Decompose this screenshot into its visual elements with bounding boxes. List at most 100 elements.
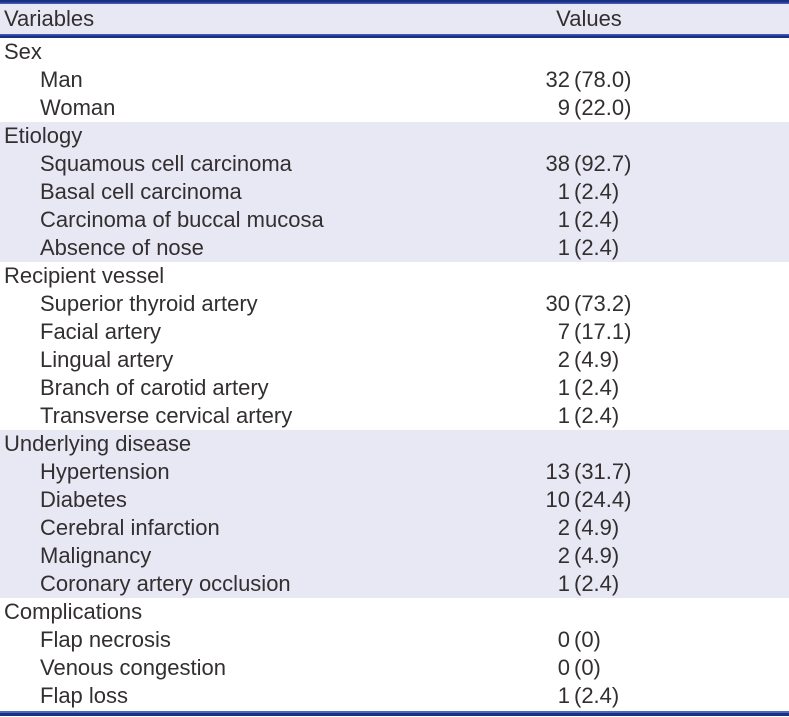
table-row: Woman 9 (22.0) bbox=[0, 94, 789, 122]
table-row: Carcinoma of buccal mucosa 1 (2.4) bbox=[0, 206, 789, 234]
variable-label: Diabetes bbox=[40, 487, 127, 512]
value-percent: (0) bbox=[574, 655, 601, 680]
value-count: 1 bbox=[557, 179, 570, 204]
value-count: 1 bbox=[557, 207, 570, 232]
table-header-row: Variables Values bbox=[0, 4, 789, 34]
value-cell: 10 (24.4) bbox=[389, 487, 789, 513]
table-section: Etiology Squamous cell carcinoma 38 (92.7) B… bbox=[0, 122, 789, 262]
value-percent: (2.4) bbox=[574, 235, 620, 260]
variable-label: Transverse cervical artery bbox=[40, 403, 293, 428]
value-cell: 30 (73.2) bbox=[389, 291, 789, 317]
value-percent: (22.0) bbox=[574, 95, 632, 120]
variable-label: Basal cell carcinoma bbox=[40, 179, 242, 204]
value-cell: 32 (78.0) bbox=[389, 67, 789, 93]
table-section: Underlying disease Hypertension 13 (31.7) Di… bbox=[0, 430, 789, 598]
variable-label: Absence of nose bbox=[40, 235, 204, 260]
table-row: Flap necrosis 0 (0) bbox=[0, 626, 789, 654]
table-row: Coronary artery occlusion 1 (2.4) bbox=[0, 570, 789, 598]
value-cell: 2 (4.9) bbox=[389, 347, 789, 373]
category-row: Underlying disease bbox=[0, 430, 789, 458]
value-percent: (4.9) bbox=[574, 347, 620, 372]
value-cell: 1 (2.4) bbox=[389, 179, 789, 205]
value-percent: (2.4) bbox=[574, 179, 620, 204]
value-count: 1 bbox=[557, 571, 570, 596]
table-row: Facial artery 7 (17.1) bbox=[0, 318, 789, 346]
value-count: 0 bbox=[557, 627, 570, 652]
value-count: 13 bbox=[545, 459, 570, 484]
value-percent: (24.4) bbox=[574, 487, 632, 512]
value-percent: (73.2) bbox=[574, 291, 632, 316]
variable-label: Flap necrosis bbox=[40, 627, 171, 652]
value-count: 7 bbox=[557, 319, 570, 344]
variable-label: Lingual artery bbox=[40, 347, 174, 372]
value-count: 32 bbox=[545, 67, 570, 92]
value-count: 1 bbox=[557, 403, 570, 428]
table-row: Diabetes 10 (24.4) bbox=[0, 486, 789, 514]
value-percent: (2.4) bbox=[574, 403, 620, 428]
table-body: Sex Man 32 (78.0) Woman 9 (22.0) Etiology Squamo… bbox=[0, 38, 789, 710]
value-cell: 1 (2.4) bbox=[389, 207, 789, 233]
table-row: Man 32 (78.0) bbox=[0, 66, 789, 94]
table-row: Basal cell carcinoma 1 (2.4) bbox=[0, 178, 789, 206]
value-count: 38 bbox=[545, 151, 570, 176]
variable-label: Carcinoma of buccal mucosa bbox=[40, 207, 324, 232]
value-cell: 2 (4.9) bbox=[389, 543, 789, 569]
category-label: Complications bbox=[4, 599, 143, 624]
variable-label: Flap loss bbox=[40, 683, 129, 708]
table-row: Malignancy 2 (4.9) bbox=[0, 542, 789, 570]
table-row: Branch of carotid artery 1 (2.4) bbox=[0, 374, 789, 402]
value-percent: (4.9) bbox=[574, 543, 620, 568]
table-row: Absence of nose 1 (2.4) bbox=[0, 234, 789, 262]
value-count: 0 bbox=[557, 655, 570, 680]
variable-label: Venous congestion bbox=[40, 655, 226, 680]
table-row: Squamous cell carcinoma 38 (92.7) bbox=[0, 150, 789, 178]
table-section: Sex Man 32 (78.0) Woman 9 (22.0) bbox=[0, 38, 789, 122]
table-row: Hypertension 13 (31.7) bbox=[0, 458, 789, 486]
value-count: 1 bbox=[557, 683, 570, 708]
value-cell: 7 (17.1) bbox=[389, 319, 789, 345]
table-row: Superior thyroid artery 30 (73.2) bbox=[0, 290, 789, 318]
variables-column-header: Variables bbox=[4, 6, 95, 31]
value-cell: 0 (0) bbox=[389, 655, 789, 681]
category-label: Sex bbox=[4, 39, 42, 64]
table-row: Transverse cervical artery 1 (2.4) bbox=[0, 402, 789, 430]
variable-label: Malignancy bbox=[40, 543, 152, 568]
value-cell: 2 (4.9) bbox=[389, 515, 789, 541]
table-row: Cerebral infarction 2 (4.9) bbox=[0, 514, 789, 542]
value-count: 30 bbox=[545, 291, 570, 316]
value-percent: (4.9) bbox=[574, 515, 620, 540]
table-section: Complications Flap necrosis 0 (0) Venous con… bbox=[0, 598, 789, 710]
value-cell: 1 (2.4) bbox=[389, 403, 789, 429]
category-row: Recipient vessel bbox=[0, 262, 789, 290]
variable-label: Facial artery bbox=[40, 319, 162, 344]
category-row: Sex bbox=[0, 38, 789, 66]
value-percent: (78.0) bbox=[574, 67, 632, 92]
value-cell: 13 (31.7) bbox=[389, 459, 789, 485]
value-cell: 9 (22.0) bbox=[389, 95, 789, 121]
variable-label: Superior thyroid artery bbox=[40, 291, 258, 316]
value-count: 9 bbox=[557, 95, 570, 120]
category-row: Complications bbox=[0, 598, 789, 626]
value-percent: (2.4) bbox=[574, 571, 620, 596]
value-percent: (2.4) bbox=[574, 375, 620, 400]
value-cell: 1 (2.4) bbox=[389, 683, 789, 709]
variable-label: Squamous cell carcinoma bbox=[40, 151, 292, 176]
table-top-rule bbox=[0, 0, 789, 4]
table-row: Flap loss 1 (2.4) bbox=[0, 682, 789, 710]
table-row: Lingual artery 2 (4.9) bbox=[0, 346, 789, 374]
variable-label: Coronary artery occlusion bbox=[40, 571, 291, 596]
category-label: Etiology bbox=[4, 123, 83, 148]
table-section: Recipient vessel Superior thyroid artery 3… bbox=[0, 262, 789, 430]
category-label: Recipient vessel bbox=[4, 263, 165, 288]
value-cell: 1 (2.4) bbox=[389, 235, 789, 261]
variable-label: Hypertension bbox=[40, 459, 170, 484]
values-column-header: Values bbox=[556, 6, 622, 31]
value-percent: (31.7) bbox=[574, 459, 632, 484]
value-count: 2 bbox=[557, 543, 570, 568]
table-bottom-rule bbox=[0, 710, 789, 716]
value-count: 10 bbox=[545, 487, 570, 512]
value-count: 2 bbox=[557, 515, 570, 540]
header-separator-rule bbox=[0, 34, 789, 38]
value-cell: 38 (92.7) bbox=[389, 151, 789, 177]
